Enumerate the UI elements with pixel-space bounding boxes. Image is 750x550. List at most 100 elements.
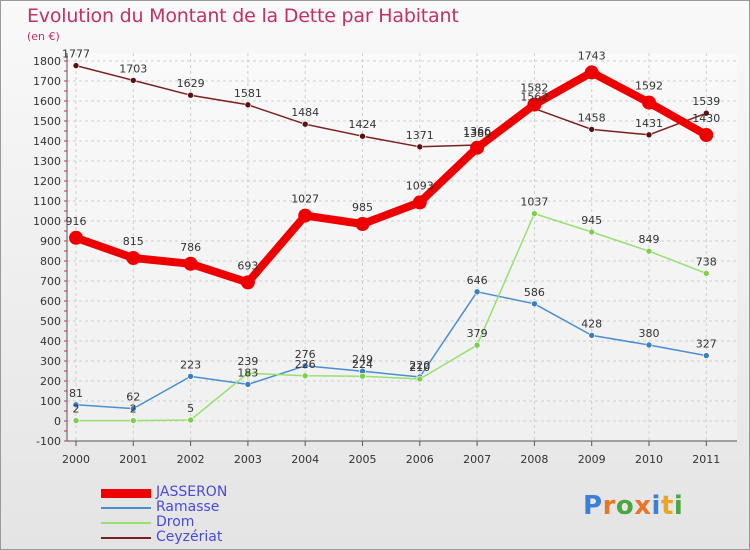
data-label-jasseron: 786 [180, 241, 201, 254]
data-label-jasseron: 1027 [291, 193, 319, 206]
plot-area [67, 53, 737, 441]
data-label-jasseron: 815 [123, 235, 144, 248]
data-point-ceyzriat [244, 101, 252, 109]
data-point-ceyzriat [130, 77, 137, 84]
data-label-ceyzriat: 1484 [291, 106, 319, 119]
x-tick-label: 2008 [520, 453, 548, 466]
data-label-ramasse: 220 [409, 359, 430, 372]
data-point-ceyzriat [588, 126, 596, 133]
data-label-ceyzriat: 1424 [349, 118, 377, 131]
y-tick-label: 1800 [33, 55, 61, 68]
data-point-drom [301, 372, 309, 380]
legend-swatch-ceyzriat [101, 537, 151, 539]
x-tick-label: 2007 [463, 453, 491, 466]
x-tick-label: 2004 [291, 453, 319, 466]
data-label-drom: 210 [409, 361, 430, 374]
logo-letter: P [583, 491, 603, 521]
data-point-ceyzriat [702, 109, 710, 117]
data-label-jasseron: 693 [237, 259, 258, 272]
chart-title: Evolution du Montant de la Dette par Hab… [27, 5, 459, 27]
data-label-ceyzriat: 1380 [463, 127, 491, 140]
data-label-ceyzriat: 1562 [520, 91, 548, 104]
legend-label-ramasse: Ramasse [156, 499, 220, 515]
data-label-ramasse: 646 [467, 274, 488, 287]
data-label-drom: 2 [130, 403, 137, 416]
data-point-jasseron [69, 230, 83, 245]
data-point-ramasse [702, 352, 710, 359]
data-point-drom [588, 228, 596, 236]
data-point-ramasse [473, 288, 481, 296]
data-label-drom: 1037 [520, 196, 548, 209]
data-label-jasseron: 1430 [692, 112, 720, 125]
series-line-jasseron [74, 68, 709, 287]
legend-label-drom: Drom [156, 514, 195, 530]
data-label-ramasse: 81 [69, 387, 83, 400]
series-line-ramasse [75, 291, 707, 410]
proxiti-logo: Proxiti [583, 491, 683, 521]
data-label-drom: 945 [581, 214, 602, 227]
data-point-jasseron [183, 256, 198, 271]
data-label-ceyzriat: 1431 [635, 117, 663, 130]
y-tick-label: 1700 [33, 75, 61, 88]
data-point-ramasse [645, 341, 653, 349]
x-tick-label: 2009 [578, 453, 606, 466]
data-point-drom [531, 210, 538, 217]
data-point-ceyzriat [187, 91, 194, 99]
data-point-jasseron [527, 97, 542, 112]
data-point-drom [359, 372, 366, 380]
logo-letter: r [602, 491, 616, 521]
series-line-ceyzriat [75, 64, 707, 148]
logo-letter: t [660, 491, 674, 521]
y-tick-label: 1200 [33, 175, 61, 188]
data-point-ceyzriat [416, 143, 424, 151]
y-tick-label: 1600 [33, 95, 61, 108]
data-label-ramasse: 223 [180, 358, 201, 371]
data-point-ramasse [588, 332, 596, 339]
x-tick-label: 2011 [692, 453, 720, 466]
data-label-jasseron: 1366 [463, 125, 491, 138]
data-point-drom [130, 417, 137, 424]
y-tick-label: 300 [40, 355, 61, 368]
x-tick-label: 2005 [349, 453, 377, 466]
data-label-ramasse: 62 [126, 391, 140, 404]
data-label-drom: 849 [639, 233, 660, 246]
x-tick-label: 2003 [234, 453, 262, 466]
data-label-ramasse: 380 [639, 327, 660, 340]
data-label-ceyzriat: 1581 [234, 87, 262, 100]
x-tick-label: 2000 [62, 453, 90, 466]
legend-label-jasseron: JASSERON [156, 484, 228, 500]
x-tick-label: 2002 [177, 453, 205, 466]
data-label-ceyzriat: 1539 [692, 95, 720, 108]
data-label-jasseron: 1582 [520, 82, 548, 95]
logo-letter: i [673, 491, 684, 521]
unit-label: (en €) [27, 30, 60, 43]
data-label-jasseron: 916 [66, 215, 87, 228]
logo-letter: x [634, 491, 652, 521]
y-tick-label: 800 [40, 255, 61, 268]
data-label-drom: 239 [237, 355, 258, 368]
data-label-drom: 379 [467, 327, 488, 340]
data-point-drom [473, 341, 481, 349]
data-point-jasseron [355, 217, 370, 231]
data-point-jasseron [699, 128, 714, 142]
data-label-drom: 2 [73, 403, 80, 416]
data-label-drom: 226 [295, 358, 316, 371]
data-label-jasseron: 985 [352, 201, 373, 214]
y-tick-label: 1400 [33, 135, 61, 148]
data-point-ramasse [301, 362, 309, 370]
y-tick-label: -100 [36, 435, 61, 448]
data-point-drom [72, 417, 80, 424]
data-label-ramasse: 276 [295, 348, 316, 361]
y-tick-label: 1300 [33, 155, 61, 168]
data-point-jasseron [584, 65, 599, 80]
x-tick-label: 2001 [119, 453, 147, 466]
data-point-ramasse [187, 373, 194, 380]
data-point-jasseron [126, 251, 141, 265]
data-point-ceyzriat [645, 131, 653, 139]
data-point-jasseron [298, 208, 313, 223]
legend-swatch-jasseron [101, 488, 151, 498]
legend-label-ceyzriat: Ceyzériat [156, 529, 223, 545]
data-label-ceyzriat: 1371 [406, 129, 434, 142]
